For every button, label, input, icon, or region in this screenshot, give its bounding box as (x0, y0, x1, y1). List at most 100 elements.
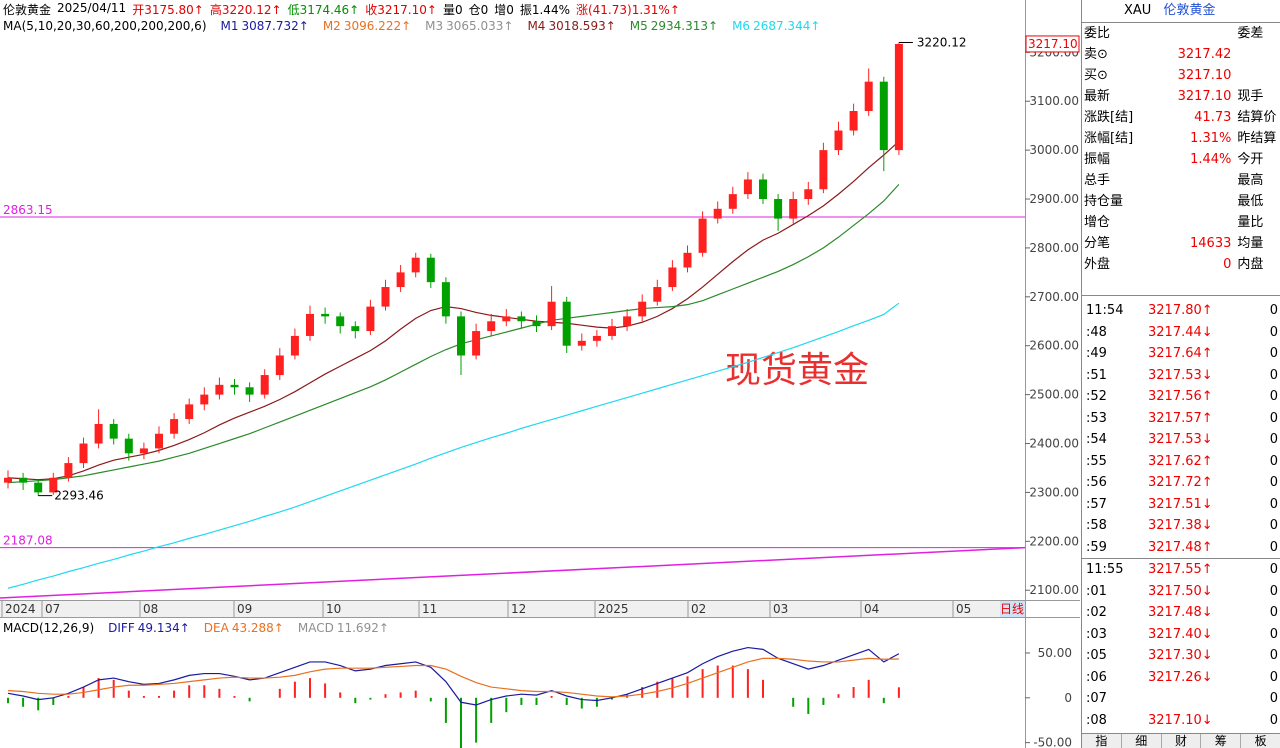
tick-volume: 0 (1269, 389, 1278, 404)
y-tick-label: 0 (1064, 691, 1072, 705)
tick-row: 11:55 3217.55↑ 0 (1082, 558, 1280, 581)
candle-body (562, 301, 571, 346)
high-label: 3220.12 (917, 35, 967, 49)
x-tick-label: 09 (237, 602, 252, 616)
candle-body (441, 282, 450, 317)
quote-row: 分笔 14633 均量 (1082, 233, 1280, 254)
tick-price: 3217.56↑ (1148, 389, 1213, 404)
ma-line (7, 140, 900, 481)
candle-body (155, 433, 163, 449)
tick-row: :51 3217.53↓ 0 (1082, 365, 1280, 387)
tick-time: :58 (1086, 518, 1107, 533)
candle-body (668, 267, 677, 288)
tab[interactable]: 板 (1241, 734, 1280, 748)
x-tick-label: 07 (45, 602, 60, 616)
candle-body (653, 287, 662, 302)
tick-price: 3217.40↓ (1148, 626, 1213, 642)
x-tick-label: 2024 (5, 602, 36, 616)
ma-name: M5 (629, 19, 648, 33)
tick-volume: 0 (1269, 539, 1278, 555)
tick-volume: 0 (1269, 453, 1278, 469)
horizontal-line-label: 2863.15 (3, 203, 53, 217)
tick-price: 3217.53↓ (1148, 367, 1213, 383)
tick-volume: 0 (1269, 562, 1278, 577)
tick-row: :52 3217.56↑ 0 (1082, 386, 1280, 408)
candle-body (894, 43, 903, 151)
tick-volume: 0 (1269, 475, 1278, 490)
tick-time: :54 (1086, 432, 1107, 447)
candle-body (472, 331, 481, 356)
tick-row: :06 3217.26↓ 0 (1082, 667, 1280, 689)
tick-price: 3217.48↓ (1148, 605, 1213, 620)
ma-value: 3018.593↑ (548, 19, 616, 33)
tick-time: :55 (1086, 453, 1107, 469)
quote-value (1152, 212, 1232, 233)
tick-time: :08 (1086, 712, 1107, 728)
candle-body (457, 316, 465, 356)
tick-volume: 0 (1269, 669, 1278, 685)
tick-volume: 0 (1269, 648, 1278, 663)
tab[interactable]: 财 (1162, 734, 1202, 748)
candle-body (759, 179, 767, 200)
candle-body (411, 257, 420, 273)
header-item: 开3175.80↑ (132, 3, 204, 17)
tick-time: :59 (1086, 539, 1107, 555)
macd-value: 11.692↑ (336, 621, 389, 635)
candle-body (215, 384, 224, 395)
ma-name: M2 (322, 19, 341, 33)
tick-time: 11:54 (1086, 303, 1124, 318)
horizontal-line-label: 2187.08 (3, 534, 53, 548)
candle-body (49, 477, 58, 493)
quote-row: 外盘 0 内盘 (1082, 254, 1280, 275)
tick-time: :49 (1086, 346, 1107, 361)
tick-price: 3217.51↓ (1148, 496, 1213, 512)
candle-body (34, 482, 43, 493)
quote-header: 伦敦黄金 2025/04/11 开3175.80↑ 高3220.12↑ 低3174.46… (3, 1, 680, 18)
tick-time: :57 (1086, 496, 1107, 512)
candle-body (713, 208, 722, 219)
candle-body (306, 313, 314, 336)
quote-row: 涨跌[结] 41.73 结算价 (1082, 107, 1280, 128)
quote-value: 41.73 (1194, 110, 1232, 125)
candle-body (94, 423, 103, 444)
candle-body (79, 443, 88, 464)
candle-body (19, 477, 28, 483)
quote-label: 外盘 (1084, 257, 1111, 272)
tick-row: :59 3217.48↑ 0 (1082, 537, 1280, 559)
tick-row: :49 3217.64↑ 0 (1082, 343, 1280, 365)
tick-price: 3217.30↓ (1148, 648, 1213, 663)
header-item: 收3217.10↑ (365, 3, 437, 17)
tick-row: :58 3217.38↓ 0 (1082, 515, 1280, 537)
header-item: 仓0 (468, 3, 489, 17)
date-axis-bg (0, 600, 1025, 617)
tick-time: :03 (1086, 626, 1107, 642)
ma-name: M6 (732, 19, 751, 33)
tick-volume: 0 (1269, 496, 1278, 512)
tab[interactable]: 筹 (1201, 734, 1242, 748)
tick-volume: 0 (1269, 626, 1278, 642)
y-tick-label: -50.00 (1033, 736, 1072, 748)
symbol-name: 伦敦黄金 (1163, 3, 1216, 18)
period-label[interactable]: 日线 (1000, 602, 1024, 616)
y-tick-label: 2600.00 (1029, 339, 1079, 353)
trend-line (0, 546, 1026, 599)
period-button[interactable] (1000, 601, 1025, 617)
tick-volume: 0 (1269, 583, 1278, 599)
tab[interactable]: 指 (1082, 734, 1122, 748)
candle-body (200, 394, 209, 405)
candle-body (321, 313, 330, 317)
candle-body (547, 301, 556, 327)
candle-body (592, 335, 601, 341)
quote-label: 持仓量 (1084, 194, 1124, 209)
candle-body (819, 150, 828, 190)
ma-value: 2687.344↑ (753, 19, 821, 33)
quote-value (1152, 191, 1232, 212)
ma-value: 2934.313↑ (650, 19, 719, 33)
tab[interactable]: 细 (1122, 734, 1162, 748)
quote-value: 3217.10 (1177, 89, 1232, 104)
macd-line (7, 657, 899, 698)
y-tick-label: 3000.00 (1029, 143, 1079, 157)
macd-name: DIFF (108, 621, 135, 635)
candle-body (623, 316, 632, 327)
macd-name: MACD (297, 621, 334, 635)
